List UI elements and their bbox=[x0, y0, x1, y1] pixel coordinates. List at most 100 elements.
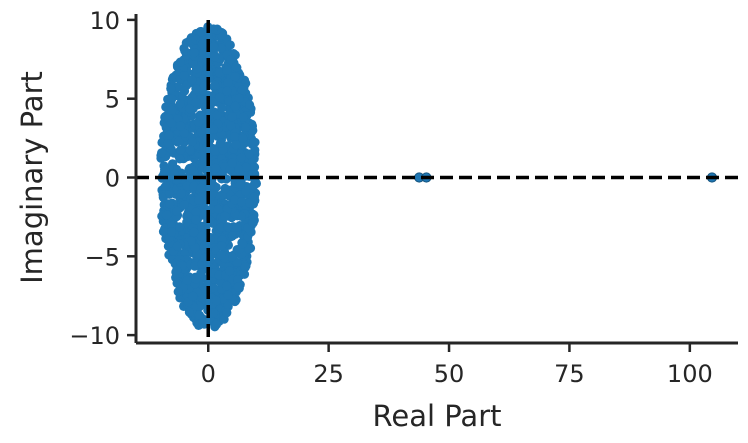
cluster-point bbox=[244, 149, 254, 159]
cluster-point bbox=[161, 210, 172, 220]
cluster-point bbox=[221, 281, 232, 291]
cluster-point bbox=[191, 97, 201, 108]
cluster-point bbox=[230, 101, 240, 111]
cluster-point bbox=[241, 162, 251, 172]
cluster-point bbox=[164, 188, 175, 198]
cluster-point bbox=[195, 221, 205, 231]
cluster-point bbox=[175, 57, 185, 67]
cluster-point bbox=[166, 83, 176, 94]
cluster-point bbox=[210, 80, 220, 90]
cluster-point bbox=[176, 121, 186, 131]
cluster-point bbox=[231, 62, 241, 72]
cluster-point bbox=[215, 138, 225, 148]
cluster-point bbox=[182, 275, 192, 285]
cluster-point bbox=[158, 227, 169, 237]
cluster-point bbox=[186, 164, 197, 175]
cluster-point bbox=[173, 114, 183, 124]
y-tick-label: −10 bbox=[69, 322, 120, 350]
cluster-point bbox=[224, 266, 235, 276]
cluster-point bbox=[182, 217, 192, 227]
cluster-point bbox=[227, 158, 237, 168]
cluster-point bbox=[167, 94, 177, 104]
cluster-point bbox=[238, 112, 249, 122]
cluster-point bbox=[225, 40, 235, 50]
cluster-point bbox=[211, 295, 221, 306]
cluster-point bbox=[208, 24, 219, 34]
cluster-point bbox=[237, 239, 248, 249]
cluster-point bbox=[198, 317, 208, 327]
cluster-point bbox=[211, 163, 221, 173]
cluster-point bbox=[249, 137, 259, 147]
cluster-point bbox=[239, 269, 250, 279]
cluster-point bbox=[223, 290, 233, 300]
cluster-point bbox=[227, 231, 238, 241]
cluster-point bbox=[186, 236, 196, 246]
cluster-point bbox=[172, 265, 182, 275]
cluster-point bbox=[176, 145, 186, 155]
cluster-point bbox=[196, 27, 206, 37]
cluster-point bbox=[233, 275, 243, 285]
cluster-point bbox=[163, 138, 173, 148]
y-tick-label: 5 bbox=[105, 86, 120, 114]
reference-lines bbox=[136, 20, 738, 343]
cluster-point bbox=[222, 308, 232, 318]
x-tick-label: 0 bbox=[201, 360, 216, 388]
cluster-point bbox=[195, 111, 206, 121]
cluster-point bbox=[208, 283, 219, 293]
cluster-point bbox=[209, 124, 219, 134]
cluster-point bbox=[227, 112, 237, 122]
cluster-point bbox=[161, 181, 171, 191]
cluster-point bbox=[189, 48, 199, 58]
cluster-point bbox=[212, 110, 222, 120]
points-layer bbox=[156, 22, 718, 332]
cluster-point bbox=[179, 86, 190, 96]
cluster-point bbox=[215, 92, 225, 102]
y-axis-ticks: −10 −5 0 5 10 bbox=[69, 7, 136, 350]
cluster-point bbox=[210, 52, 220, 62]
cluster-point bbox=[196, 231, 207, 241]
x-tick-label: 100 bbox=[667, 360, 713, 388]
cluster-point bbox=[226, 54, 236, 65]
cluster-point bbox=[249, 180, 259, 190]
cluster-point bbox=[249, 192, 259, 202]
cluster-point bbox=[173, 287, 183, 297]
cluster-point bbox=[191, 215, 201, 225]
cluster-point bbox=[197, 39, 207, 49]
cluster-point bbox=[191, 207, 201, 217]
cluster-point bbox=[208, 308, 219, 318]
cluster-point bbox=[175, 99, 185, 109]
cluster-point bbox=[194, 195, 204, 205]
cluster-point bbox=[214, 68, 224, 78]
cluster-point bbox=[236, 197, 247, 207]
cluster-point bbox=[240, 261, 250, 272]
cluster-point bbox=[216, 43, 226, 53]
cluster-point bbox=[191, 274, 201, 284]
cluster-point bbox=[222, 86, 232, 96]
cluster-point bbox=[233, 163, 243, 174]
cluster-point bbox=[241, 122, 251, 132]
cluster-point bbox=[182, 181, 192, 191]
cluster-point bbox=[188, 291, 198, 301]
cluster-point bbox=[164, 130, 174, 140]
cluster-point bbox=[241, 186, 251, 196]
cluster-point bbox=[196, 183, 206, 193]
y-tick-label: 10 bbox=[89, 7, 120, 35]
cluster-point bbox=[226, 252, 237, 262]
cluster-point bbox=[232, 222, 242, 232]
x-tick-label: 25 bbox=[313, 360, 344, 388]
cluster-point bbox=[234, 93, 244, 103]
cluster-point bbox=[172, 206, 182, 216]
cluster-point bbox=[238, 133, 248, 143]
cluster-point bbox=[208, 97, 218, 107]
cluster-point bbox=[211, 319, 221, 330]
cluster-point bbox=[191, 84, 201, 94]
cluster-point bbox=[230, 195, 240, 205]
cluster-point bbox=[245, 100, 255, 110]
cluster-point bbox=[226, 121, 236, 131]
cluster-point bbox=[189, 181, 199, 191]
cluster-point bbox=[160, 164, 170, 175]
cluster-point bbox=[217, 103, 227, 113]
cluster-point bbox=[184, 307, 194, 317]
cluster-point bbox=[174, 136, 184, 146]
